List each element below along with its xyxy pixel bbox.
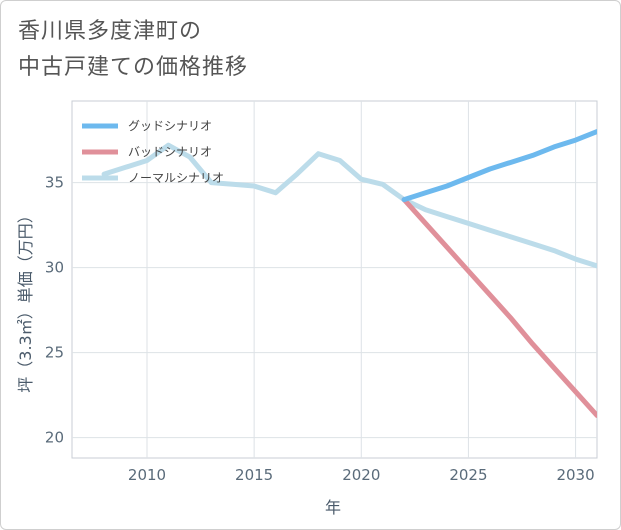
x-tick-label: 2010 xyxy=(128,466,166,484)
series-line-1 xyxy=(401,197,597,418)
legend-label-2: ノーマルシナリオ xyxy=(128,171,224,185)
x-tick-label: 2025 xyxy=(449,466,487,484)
x-tick-label: 2020 xyxy=(342,466,380,484)
x-tick-labels: 2010 2015 2020 2025 2030 xyxy=(128,466,595,484)
x-tick-label: 2030 xyxy=(556,466,594,484)
x-axis-title: 年 xyxy=(325,498,341,517)
legend-label-0: グッドシナリオ xyxy=(128,119,212,133)
series-lines xyxy=(101,129,597,418)
series-line-0 xyxy=(401,129,597,203)
y-tick-label: 25 xyxy=(45,344,64,362)
y-tick-label: 20 xyxy=(45,429,64,447)
y-tick-labels: 20 25 30 35 xyxy=(45,174,64,447)
y-tick-label: 35 xyxy=(45,174,64,192)
series-line-2 xyxy=(101,142,597,269)
y-tick-label: 30 xyxy=(45,259,64,277)
y-axis-title: 坪（3.3㎡）単価（万円） xyxy=(16,207,35,392)
title-line-2: 中古戸建ての価格推移 xyxy=(18,55,249,80)
x-tick-label: 2015 xyxy=(235,466,273,484)
legend-label-1: バッドシナリオ xyxy=(128,145,212,159)
chart-title: 香川県多度津町の 中古戸建ての価格推移 xyxy=(18,14,248,86)
title-line-1: 香川県多度津町の xyxy=(18,19,203,44)
gridlines xyxy=(72,101,597,458)
